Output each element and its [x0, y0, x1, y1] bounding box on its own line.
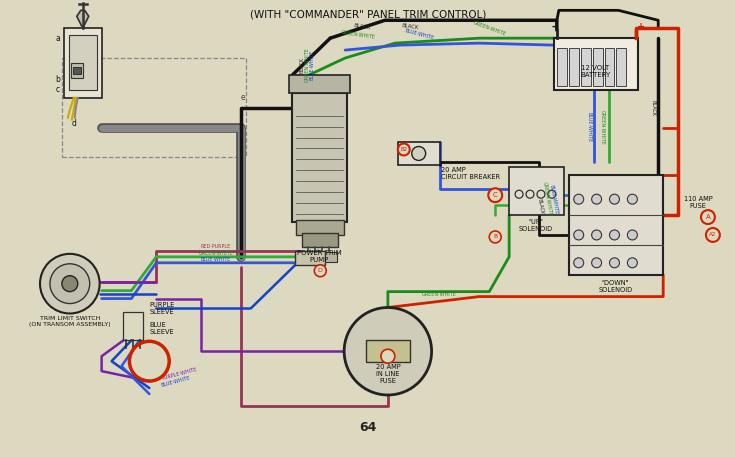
Text: "UP"
SOLENOID: "UP" SOLENOID [519, 218, 553, 232]
Circle shape [574, 194, 584, 204]
Text: GREEN·WHITE: GREEN·WHITE [198, 251, 234, 256]
Text: 20 AMP
CIRCUIT BREAKER: 20 AMP CIRCUIT BREAKER [440, 167, 500, 180]
Circle shape [706, 228, 720, 242]
Bar [554, 38, 638, 90]
Bar [326, 252, 337, 262]
Circle shape [609, 258, 620, 268]
Circle shape [315, 265, 326, 276]
Bar [569, 175, 663, 275]
Bar [290, 75, 350, 93]
Text: 20 AMP
IN LINE
FUSE: 20 AMP IN LINE FUSE [376, 364, 401, 384]
Circle shape [701, 210, 715, 224]
Text: BLACK: BLACK [650, 100, 656, 116]
Circle shape [574, 258, 584, 268]
Bar [617, 48, 626, 86]
Text: A2: A2 [709, 233, 717, 238]
Bar [557, 48, 567, 86]
Text: TRIM LIMIT SWITCH
(ON TRANSOM ASSEMBLY): TRIM LIMIT SWITCH (ON TRANSOM ASSEMBLY) [29, 316, 111, 327]
Text: B: B [493, 234, 498, 239]
Text: PURPLE·WHITE: PURPLE·WHITE [161, 367, 197, 381]
Text: (WITH "COMMANDER" PANEL TRIM CONTROL): (WITH "COMMANDER" PANEL TRIM CONTROL) [250, 9, 486, 19]
Text: BLUE·WHITE: BLUE·WHITE [549, 184, 559, 214]
Text: BLUE·WHITE: BLUE·WHITE [161, 376, 191, 388]
Bar [71, 63, 83, 78]
Text: GREEN·WHITE: GREEN·WHITE [600, 110, 605, 145]
Circle shape [628, 258, 637, 268]
Bar [64, 28, 101, 98]
Text: "DOWN"
SOLENOID: "DOWN" SOLENOID [598, 280, 633, 293]
Text: BLUE·WHITE: BLUE·WHITE [201, 257, 231, 262]
Text: D: D [318, 268, 323, 273]
Bar [73, 67, 81, 74]
Circle shape [490, 231, 501, 243]
Bar [69, 35, 97, 90]
Text: A: A [706, 214, 710, 220]
Circle shape [488, 188, 502, 202]
Text: GREEN·WHITE: GREEN·WHITE [542, 181, 553, 217]
Circle shape [381, 349, 395, 363]
Bar [605, 48, 614, 86]
Text: BLUE·WHITE: BLUE·WHITE [310, 50, 315, 80]
Text: e: e [241, 93, 245, 102]
Text: BLUE
SLEEVE: BLUE SLEEVE [149, 322, 174, 335]
Circle shape [609, 194, 620, 204]
Text: -: - [552, 22, 556, 32]
Text: C: C [493, 192, 498, 198]
Bar [62, 58, 245, 157]
Circle shape [398, 143, 409, 155]
Text: 110 AMP
FUSE: 110 AMP FUSE [684, 196, 712, 209]
Bar [366, 340, 409, 362]
Text: 64: 64 [359, 421, 376, 434]
Text: GREEN·WHITE: GREEN·WHITE [472, 20, 506, 37]
Text: BLACK: BLACK [401, 22, 418, 30]
Circle shape [609, 230, 620, 240]
Bar [569, 48, 578, 86]
Text: PURPLE
SLEEVE: PURPLE SLEEVE [149, 302, 175, 315]
Text: c: c [56, 85, 60, 94]
Text: BLACK: BLACK [300, 57, 305, 73]
Text: GREEN·WHITE: GREEN·WHITE [305, 48, 310, 82]
Circle shape [592, 230, 601, 240]
Bar [123, 313, 143, 340]
Bar [509, 167, 564, 215]
Text: GREEN·WHITE: GREEN·WHITE [340, 30, 376, 40]
Bar [293, 93, 347, 222]
Text: d: d [71, 119, 76, 128]
Circle shape [574, 230, 584, 240]
Circle shape [412, 147, 426, 160]
Polygon shape [76, 11, 89, 28]
Bar [398, 142, 440, 165]
Text: BLACK: BLACK [536, 199, 544, 216]
Bar [295, 251, 326, 265]
Text: B3: B3 [384, 354, 392, 359]
Text: GREEN·WHITE: GREEN·WHITE [422, 292, 457, 297]
Circle shape [628, 194, 637, 204]
Bar [296, 220, 344, 235]
Bar [302, 233, 338, 247]
Circle shape [40, 254, 100, 314]
Text: BLACK: BLACK [354, 22, 371, 30]
Text: BLUE·WHITE: BLUE·WHITE [586, 112, 591, 143]
Text: BLUE·WHITE: BLUE·WHITE [404, 28, 435, 41]
Bar [581, 48, 591, 86]
Text: 12 VOLT
BATTERY: 12 VOLT BATTERY [581, 65, 611, 79]
Bar [592, 48, 603, 86]
Circle shape [62, 276, 78, 292]
Text: a: a [55, 34, 60, 43]
Text: b: b [55, 75, 60, 85]
Text: B2: B2 [401, 147, 407, 152]
Text: RED·PURPLE: RED·PURPLE [201, 244, 231, 250]
Text: +: + [637, 22, 645, 32]
Circle shape [592, 194, 601, 204]
Circle shape [592, 258, 601, 268]
Circle shape [344, 308, 431, 395]
Circle shape [50, 264, 90, 303]
Circle shape [628, 230, 637, 240]
Text: POWER TRIM
PUMP: POWER TRIM PUMP [297, 250, 342, 263]
